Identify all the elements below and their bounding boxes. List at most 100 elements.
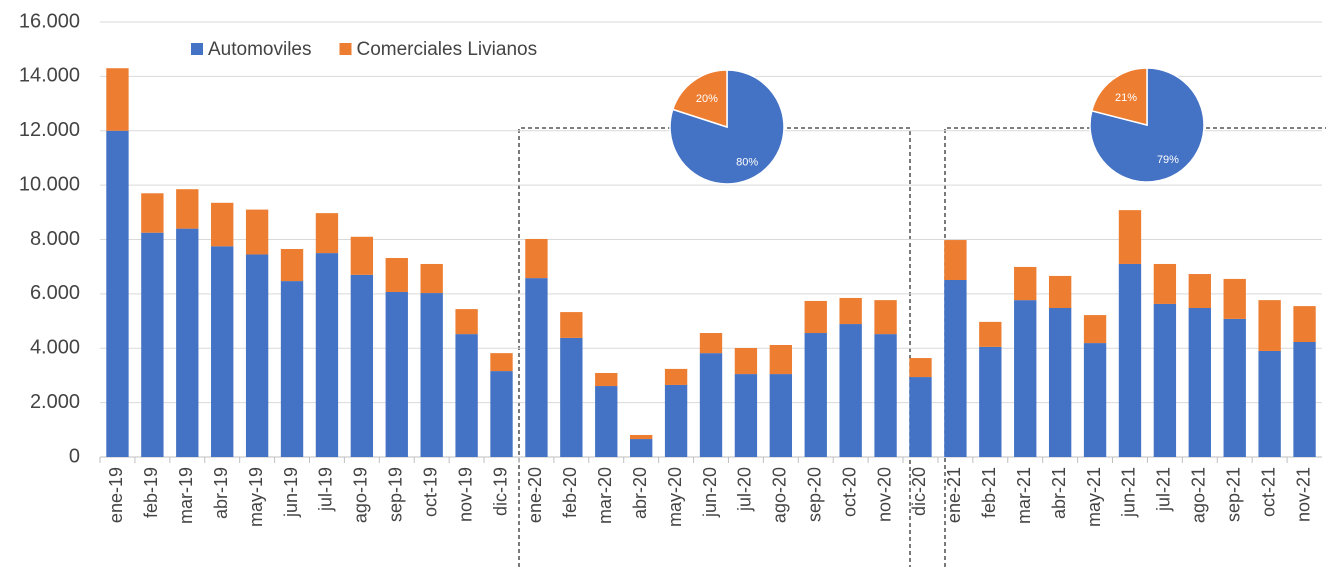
bar-segment	[141, 232, 164, 457]
x-tick-label: sep-20	[804, 467, 824, 522]
legend-swatch	[191, 43, 203, 55]
x-tick-label: ene-20	[525, 467, 545, 523]
bar-segment	[1293, 341, 1316, 457]
bar-segment	[1293, 306, 1316, 342]
y-tick-label: 10.000	[19, 173, 80, 195]
bar-segment	[420, 293, 443, 457]
x-tick-label: jul-21	[1154, 467, 1174, 512]
x-tick-label: may-20	[665, 467, 685, 527]
bar-segment	[874, 334, 897, 457]
bar-segment	[734, 374, 758, 457]
pie-label: 20%	[696, 93, 718, 105]
x-tick-label: nov-20	[874, 467, 894, 522]
x-tick-label: jun-20	[700, 467, 720, 518]
bar-segment	[385, 257, 408, 292]
bar-segment	[979, 346, 1002, 457]
bar-segment	[420, 263, 443, 294]
x-tick-label: mar-21	[1014, 467, 1034, 524]
x-tick-label: oct-21	[1258, 467, 1278, 517]
x-tick-label: abr-19	[211, 467, 231, 519]
bar-segment	[525, 278, 548, 457]
bar-segment	[141, 193, 164, 233]
bar-segment	[734, 347, 758, 375]
x-tick-label: dic-20	[909, 467, 929, 516]
y-tick-label: 8.000	[30, 228, 80, 250]
x-tick-label: nov-21	[1293, 467, 1313, 522]
bar-segment	[455, 309, 478, 335]
bar-segment	[1223, 318, 1246, 457]
bar-segment	[1014, 300, 1037, 457]
bar-segment	[979, 321, 1002, 347]
bar-segment	[245, 254, 269, 457]
y-tick-label: 12.000	[19, 119, 80, 141]
x-tick-label: sep-21	[1223, 467, 1243, 522]
bar-segment	[1083, 343, 1107, 457]
bar-segment	[1118, 263, 1142, 457]
y-tick-label: 14.000	[19, 65, 80, 87]
bar-segment	[909, 377, 932, 457]
y-tick-label: 4.000	[30, 337, 80, 359]
pie-slice	[669, 69, 785, 185]
x-tick-label: mar-19	[176, 467, 196, 524]
bar-segment	[769, 374, 793, 457]
x-tick-label: feb-20	[560, 467, 580, 518]
x-tick-label: abr-21	[1049, 467, 1069, 519]
bar-segment	[1223, 278, 1246, 319]
x-tick-label: mar-20	[595, 467, 615, 524]
bar-segment	[699, 353, 723, 457]
legend-label: Automoviles	[208, 39, 312, 60]
x-tick-label: feb-19	[141, 467, 161, 518]
bar-segment	[315, 213, 339, 254]
bar-segment	[769, 344, 793, 375]
y-tick-label: 6.000	[30, 282, 80, 304]
bar-segment	[1188, 308, 1211, 457]
x-tick-label: nov-19	[455, 467, 475, 522]
bar-segment	[350, 274, 374, 457]
bar-segment	[106, 68, 129, 131]
bar-segment	[1048, 275, 1072, 309]
pie-slice	[1090, 67, 1148, 126]
bar-segment	[106, 130, 129, 457]
bar-segment	[629, 434, 653, 440]
bar-segment	[1153, 263, 1177, 304]
y-tick-label: 0	[69, 445, 80, 467]
x-tick-label: dic-19	[490, 467, 510, 516]
bar-segment	[909, 358, 932, 378]
y-tick-label: 16.000	[19, 10, 80, 32]
bar-segment	[211, 202, 234, 247]
x-tick-label: ago-21	[1189, 467, 1209, 523]
bar-segment	[699, 333, 723, 354]
bar-segment	[1153, 303, 1177, 457]
bar-segment	[629, 439, 653, 457]
x-tick-label: ene-21	[944, 467, 964, 523]
pie-label: 21%	[1115, 92, 1137, 104]
bar-segment	[664, 384, 688, 457]
legend-label: Comerciales Livianos	[357, 39, 538, 60]
bar-segment	[595, 386, 618, 457]
bar-segment	[1188, 274, 1211, 309]
x-tick-label: jun-19	[281, 467, 301, 518]
bar-segment	[385, 291, 408, 457]
bar-segment	[315, 253, 339, 457]
bar-segment	[804, 333, 827, 457]
x-tick-label: ene-19	[106, 467, 126, 523]
bar-segment	[280, 281, 304, 457]
bar-segment	[245, 209, 269, 255]
bar-segment	[490, 353, 513, 372]
bar-segment	[839, 297, 862, 325]
bar-segment	[839, 324, 862, 457]
bar-segment	[211, 246, 234, 457]
x-tick-label: feb-21	[979, 467, 999, 518]
bar-segment	[350, 236, 374, 275]
pie-label: 79%	[1157, 154, 1179, 166]
legend-swatch	[339, 43, 352, 55]
x-tick-label: oct-19	[420, 467, 440, 517]
pie-label: 80%	[736, 157, 758, 169]
x-tick-label: ago-19	[351, 467, 371, 523]
bar-segment	[280, 249, 304, 282]
bar-segment	[490, 371, 513, 457]
bar-segment	[525, 238, 548, 279]
bar-segment	[1118, 210, 1142, 264]
x-tick-label: oct-20	[839, 467, 859, 517]
